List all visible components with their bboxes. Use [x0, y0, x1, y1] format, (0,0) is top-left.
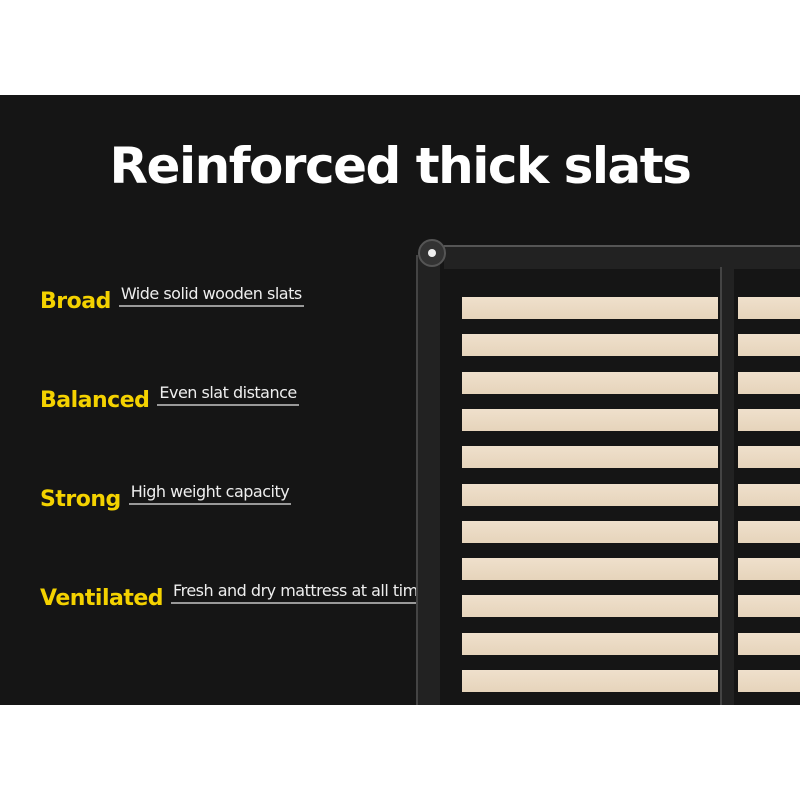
wooden-slat	[738, 595, 800, 618]
banner-title: Reinforced thick slats	[109, 137, 692, 195]
wooden-slat	[738, 670, 800, 692]
wooden-slat	[738, 446, 800, 469]
feature-description: Wide solid wooden slats	[118, 286, 304, 307]
wooden-slat	[462, 632, 718, 655]
wooden-slat	[462, 558, 718, 581]
bolt-icon	[418, 239, 446, 267]
feature-label: Strong	[40, 487, 121, 512]
wooden-slat	[462, 483, 718, 506]
wooden-slat	[738, 632, 800, 655]
wooden-slat	[462, 297, 718, 319]
wooden-slat	[462, 595, 718, 618]
feature-label: Balanced	[40, 388, 150, 413]
product-banner: Reinforced thick slats Broad Wide solid …	[0, 95, 800, 705]
wooden-slat	[738, 558, 800, 581]
feature-ventilated: Ventilated Fresh and dry mattress at all…	[40, 583, 437, 611]
wooden-slat	[462, 520, 718, 543]
wooden-slat	[738, 371, 800, 394]
wooden-slat	[462, 670, 718, 692]
wooden-slat	[738, 408, 800, 431]
wooden-slat	[738, 520, 800, 543]
feature-label: Broad	[40, 289, 111, 314]
top-rail	[444, 245, 800, 269]
wooden-slat	[462, 446, 718, 469]
bed-frame-image	[0, 95, 800, 705]
wooden-slat	[738, 297, 800, 319]
feature-balanced: Balanced Even slat distance	[40, 385, 299, 413]
feature-description: Fresh and dry mattress at all times	[171, 583, 437, 604]
wooden-slat	[738, 334, 800, 357]
center-rail	[720, 267, 734, 705]
wooden-slat	[462, 334, 718, 357]
wooden-slat	[462, 408, 718, 431]
feature-strong: Strong High weight capacity	[40, 484, 292, 512]
wooden-slat	[738, 483, 800, 506]
side-rail	[416, 255, 440, 705]
feature-label: Ventilated	[40, 586, 164, 611]
feature-broad: Broad Wide solid wooden slats	[40, 286, 304, 314]
wooden-slat	[462, 371, 718, 394]
feature-description: Even slat distance	[157, 385, 299, 406]
feature-description: High weight capacity	[128, 484, 292, 505]
